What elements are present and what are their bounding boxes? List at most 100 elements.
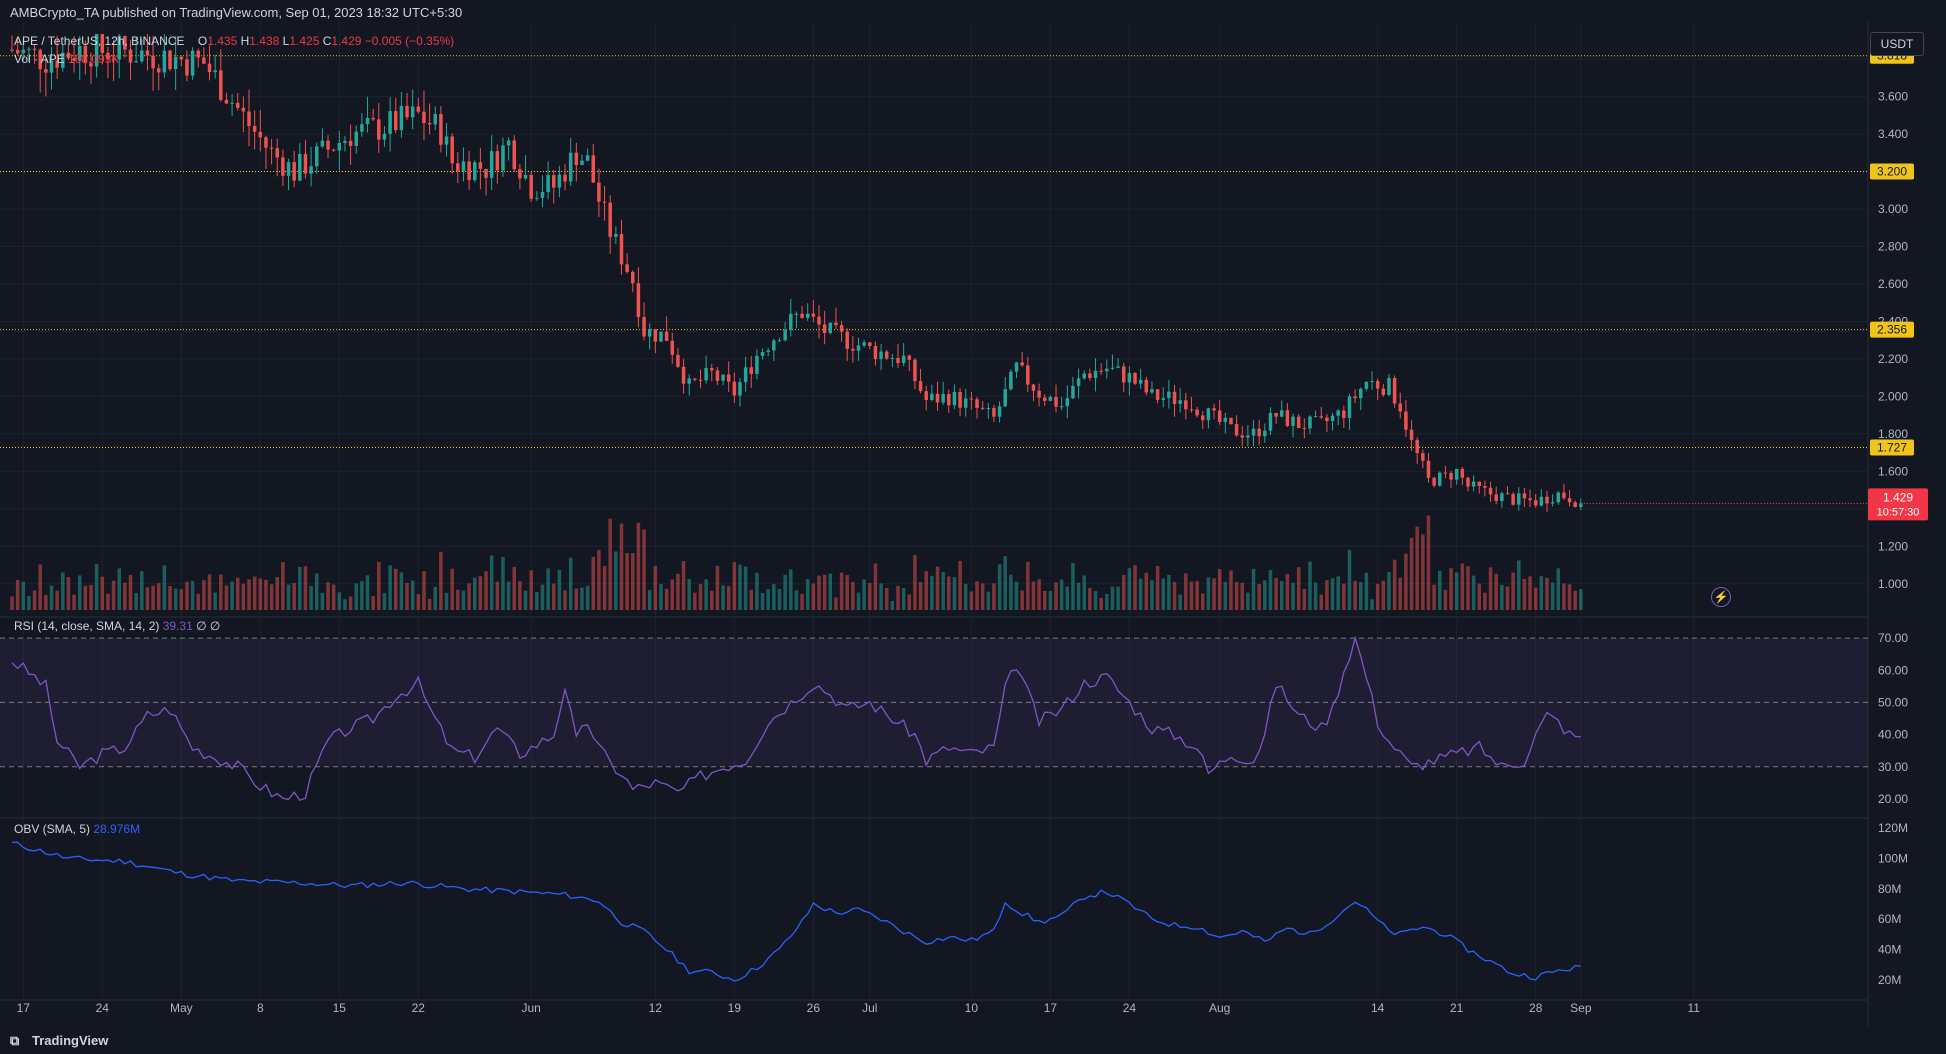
candle [1217, 400, 1222, 426]
volume-bar [755, 572, 759, 610]
volume-bar [552, 583, 556, 610]
x-tick-label: 17 [1044, 1001, 1058, 1015]
price-axis[interactable]: 1.0001.2001.4001.6001.8002.0002.2002.400… [1868, 47, 1928, 987]
candle [292, 150, 296, 188]
candle [715, 367, 720, 386]
volume-bar [1240, 582, 1244, 610]
volume-bar [1195, 581, 1199, 610]
volume-bar [636, 522, 641, 610]
price-legend: APE / TetherUS, 12h, BINANCE O1.435 H1.4… [14, 34, 454, 48]
candle [213, 54, 217, 79]
volume-bar [738, 564, 742, 610]
volume-bar [1426, 515, 1431, 610]
volume-bar [1579, 589, 1583, 610]
volume-bar [1065, 586, 1070, 610]
candle [393, 97, 398, 134]
candle [958, 388, 962, 417]
volume-bar [715, 565, 720, 610]
volume-bar [15, 579, 20, 610]
volume-bar [856, 592, 861, 610]
candle [117, 34, 121, 79]
candle [512, 135, 517, 172]
candle [49, 46, 54, 90]
volume-bar [72, 594, 76, 610]
volume-bar [1116, 586, 1120, 610]
volume-bar [1432, 584, 1436, 610]
rsi-tick-label: 40.00 [1878, 728, 1908, 742]
candle [907, 354, 912, 372]
volume-bar [202, 580, 206, 610]
candle [275, 138, 279, 177]
alert-icon[interactable]: ⚡ [1711, 587, 1731, 607]
candle [382, 125, 387, 147]
volume-bar [1026, 561, 1030, 610]
candle [331, 148, 336, 152]
volume-bar [817, 575, 821, 610]
volume-bar [800, 593, 804, 610]
candle [501, 137, 505, 177]
x-tick-label: 22 [412, 1001, 426, 1015]
candle [309, 146, 313, 187]
candle [930, 384, 934, 402]
candle [1110, 354, 1115, 371]
grid-lines [0, 22, 1869, 1026]
volume-bar [952, 577, 957, 610]
volume-bar [247, 579, 251, 610]
volume-bar [1494, 573, 1498, 610]
obv-tick-label: 120M [1878, 821, 1908, 835]
candle [444, 122, 449, 157]
volume-bar [1545, 577, 1549, 610]
volume-bar [935, 566, 940, 610]
candle [1167, 380, 1171, 409]
volume-bar [473, 577, 477, 610]
candle [1330, 412, 1335, 431]
candle [343, 135, 347, 152]
volume-bar [1500, 584, 1504, 610]
candle [433, 106, 437, 131]
candle [726, 361, 731, 392]
candle [642, 302, 646, 341]
candle [1246, 425, 1250, 447]
x-tick-label: 14 [1371, 1001, 1385, 1015]
volume-bar [1342, 583, 1346, 610]
candle [1449, 471, 1453, 488]
volume-bar [625, 553, 629, 610]
chart-canvas[interactable]: 17 24 May 8 15 22 Jun 12 19 26 Jul 10 17 24 Aug 14 21 28 S… [0, 0, 1946, 1026]
volume-bar [743, 566, 748, 610]
currency-badge[interactable]: USDT [1870, 32, 1924, 56]
volume-bar [1212, 578, 1216, 610]
volume-bar [1370, 599, 1374, 610]
volume-bar [224, 585, 229, 610]
volume-bar [286, 584, 291, 610]
last-price-badge[interactable] [1868, 488, 1928, 521]
volume-bar [568, 557, 573, 610]
volume-bar [1234, 581, 1239, 610]
candle [963, 388, 968, 417]
volume-bar [619, 523, 624, 610]
volume-bar [410, 580, 415, 610]
volume-bar [241, 583, 246, 610]
volume-bar [642, 529, 646, 610]
candle [896, 344, 900, 369]
candle [862, 339, 866, 348]
candle [1212, 403, 1216, 420]
candle [185, 50, 189, 82]
volume-bar [845, 575, 849, 610]
volume-bar [523, 590, 528, 610]
volume-bar [1483, 592, 1487, 610]
candle [337, 130, 342, 171]
volume-bar [1404, 553, 1408, 610]
volume-bar [1048, 590, 1053, 610]
countdown-label: 10:57:30 [1877, 506, 1920, 518]
volume-bar [360, 581, 364, 610]
candle [1184, 392, 1188, 420]
volume-bar [681, 561, 686, 610]
candle [1370, 371, 1374, 390]
candle [360, 113, 364, 137]
obv-tick-label: 60M [1878, 912, 1901, 926]
candle [320, 128, 325, 149]
x-tick-label: 24 [1123, 1001, 1137, 1015]
volume-bar [687, 579, 691, 610]
volume-bar [185, 581, 189, 610]
volume-bar [693, 592, 697, 610]
